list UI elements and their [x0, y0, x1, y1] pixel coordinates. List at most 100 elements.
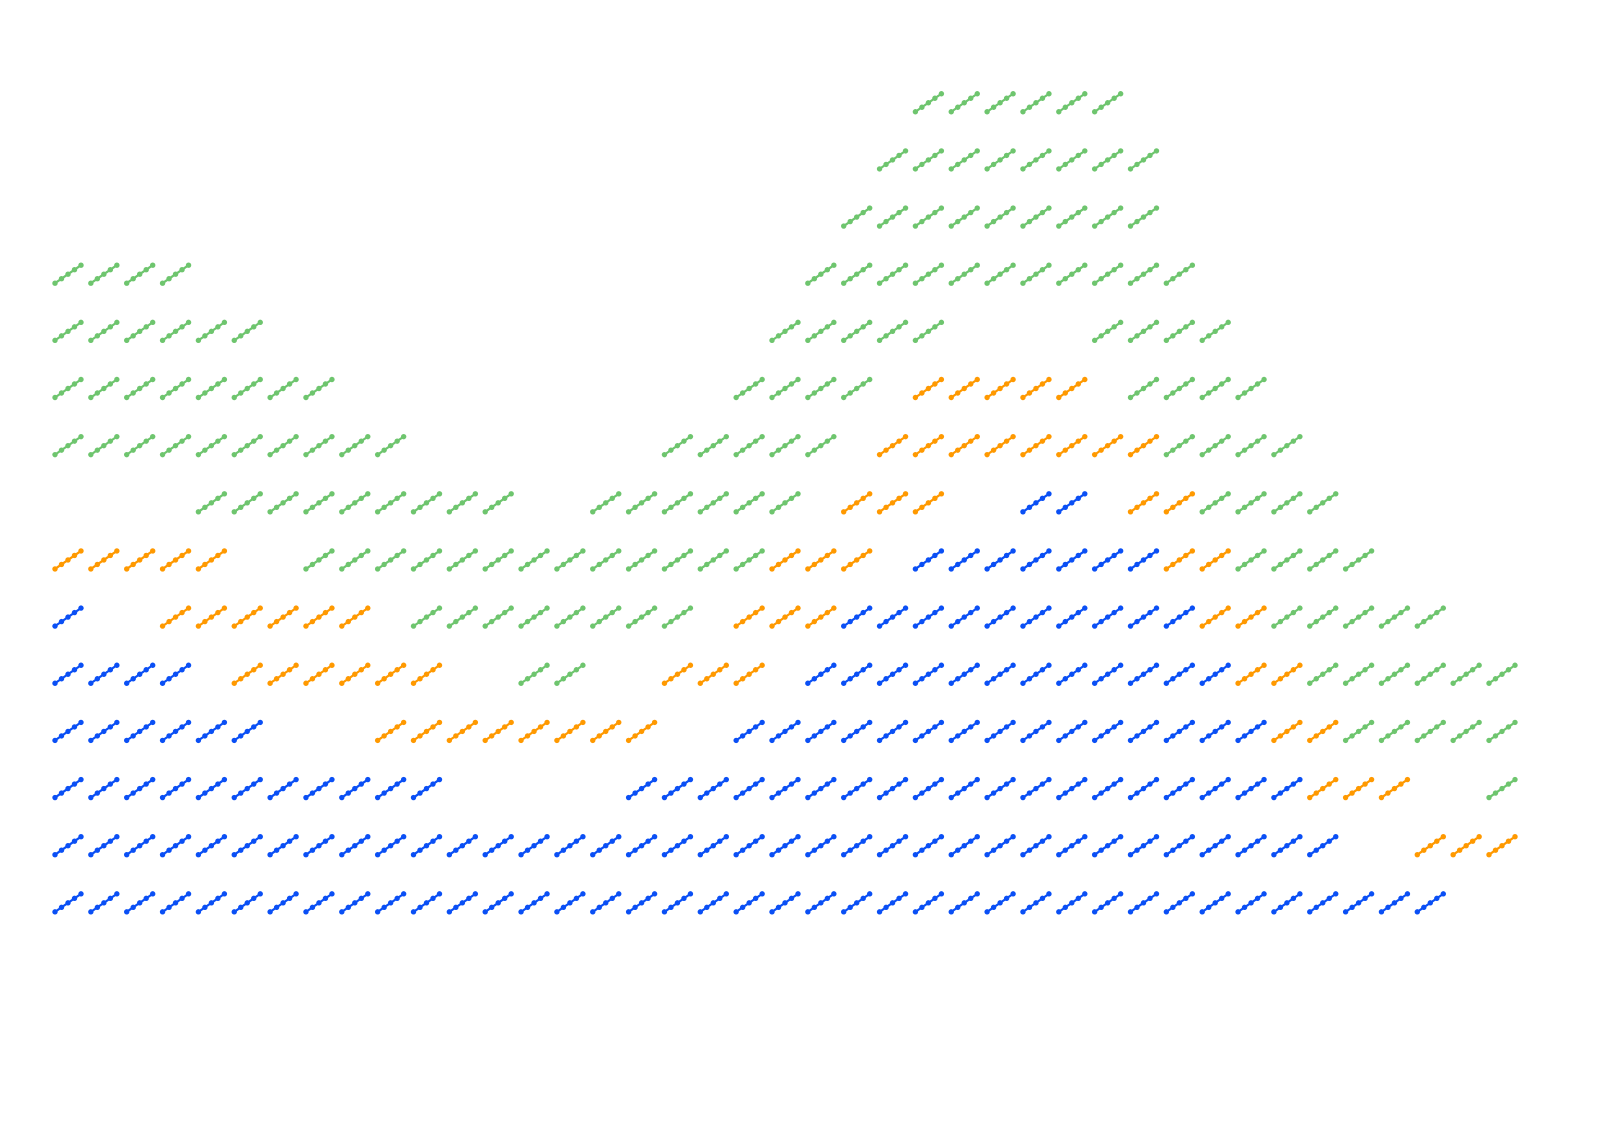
- series-3-mark: [625, 491, 658, 515]
- series-1-mark: [1414, 891, 1447, 915]
- series-1-mark: [554, 891, 586, 915]
- series-3-mark: [446, 605, 479, 629]
- series-3-mark: [661, 548, 694, 572]
- series-1-mark: [948, 605, 980, 629]
- series-3-mark: [1378, 719, 1411, 744]
- series-2-mark: [339, 605, 371, 629]
- series-1-mark: [1127, 662, 1160, 686]
- series-3-mark: [1342, 662, 1375, 686]
- series-1-mark: [661, 776, 694, 801]
- series-1-mark: [1127, 548, 1160, 572]
- series-2-mark: [195, 548, 228, 572]
- series-3-mark: [374, 433, 407, 458]
- series-1-mark: [518, 891, 550, 915]
- series-3-mark: [805, 376, 837, 401]
- series-3-mark: [1020, 91, 1052, 115]
- series-1-mark: [1020, 834, 1052, 858]
- series-1-mark: [1020, 776, 1052, 801]
- series-1-mark: [948, 719, 980, 744]
- series-1-mark: [876, 605, 909, 629]
- series-2-mark: [805, 605, 837, 629]
- series-3-mark: [1056, 91, 1088, 115]
- series-1-mark: [482, 834, 514, 858]
- series-2-mark: [303, 605, 335, 629]
- series-1-mark: [1091, 548, 1124, 572]
- series-1-mark: [912, 891, 945, 915]
- series-1-mark: [231, 834, 263, 858]
- series-1-mark: [948, 662, 980, 686]
- series-2-mark: [590, 719, 622, 744]
- series-1-mark: [1163, 719, 1196, 744]
- series-1-mark: [1127, 834, 1160, 858]
- series-1-mark: [1199, 834, 1231, 858]
- series-2-mark: [482, 719, 514, 744]
- series-1-mark: [1163, 662, 1196, 686]
- series-3-mark: [1163, 319, 1196, 344]
- series-2-mark: [1450, 834, 1482, 858]
- series-3-mark: [1271, 605, 1303, 629]
- series-2-mark: [1307, 776, 1339, 801]
- series-1-mark: [769, 891, 801, 915]
- series-1-mark: [948, 548, 980, 572]
- series-3-mark: [1450, 719, 1482, 744]
- series-3-mark: [374, 548, 407, 572]
- series-3-mark: [984, 262, 1016, 286]
- series-3-mark: [88, 319, 120, 344]
- series-1-mark: [1199, 891, 1231, 915]
- series-3-mark: [231, 433, 263, 458]
- series-3-mark: [841, 262, 873, 286]
- series-2-mark: [1091, 433, 1124, 458]
- series-3-mark: [1020, 148, 1052, 172]
- series-3-mark: [1020, 262, 1052, 286]
- series-1-mark: [876, 662, 909, 686]
- series-2-mark: [1020, 376, 1052, 401]
- series-3-mark: [446, 491, 479, 515]
- series-2-mark: [267, 605, 299, 629]
- series-3-mark: [1235, 376, 1267, 401]
- series-1-mark: [1235, 776, 1267, 801]
- series-3-mark: [52, 262, 84, 286]
- series-2-mark: [912, 491, 945, 515]
- series-3-mark: [912, 91, 945, 115]
- series-1-mark: [303, 891, 335, 915]
- series-3-mark: [876, 319, 909, 344]
- series-3-mark: [876, 262, 909, 286]
- series-3-mark: [124, 262, 156, 286]
- series-2-mark: [948, 433, 980, 458]
- series-3-mark: [410, 491, 443, 515]
- series-2-mark: [876, 491, 909, 515]
- series-2-mark: [410, 719, 443, 744]
- series-3-mark: [1199, 319, 1231, 344]
- series-3-mark: [1486, 662, 1518, 686]
- series-3-mark: [518, 548, 550, 572]
- series-1-mark: [1020, 491, 1052, 515]
- series-1-mark: [733, 719, 765, 744]
- series-2-mark: [339, 662, 371, 686]
- series-1-mark: [769, 776, 801, 801]
- series-1-mark: [1091, 719, 1124, 744]
- series-1-mark: [984, 662, 1016, 686]
- series-1-mark: [1271, 776, 1303, 801]
- series-1-mark: [267, 834, 299, 858]
- series-1-mark: [1378, 891, 1411, 915]
- series-1-mark: [1091, 605, 1124, 629]
- series-3-mark: [1091, 262, 1124, 286]
- series-3-mark: [661, 605, 694, 629]
- series-3-mark: [1235, 548, 1267, 572]
- series-3-mark: [1091, 205, 1124, 229]
- series-1-mark: [1199, 719, 1231, 744]
- series-3-mark: [1091, 148, 1124, 172]
- series-3-mark: [1486, 719, 1518, 744]
- series-1-mark: [159, 776, 192, 801]
- series-1-mark: [231, 776, 263, 801]
- series-3-mark: [195, 319, 228, 344]
- series-3-mark: [267, 433, 299, 458]
- series-3-mark: [948, 148, 980, 172]
- series-2-mark: [948, 376, 980, 401]
- series-1-mark: [1056, 548, 1088, 572]
- series-2-mark: [52, 548, 84, 572]
- series-3-mark: [554, 548, 586, 572]
- series-1-mark: [374, 776, 407, 801]
- series-1-mark: [1342, 891, 1375, 915]
